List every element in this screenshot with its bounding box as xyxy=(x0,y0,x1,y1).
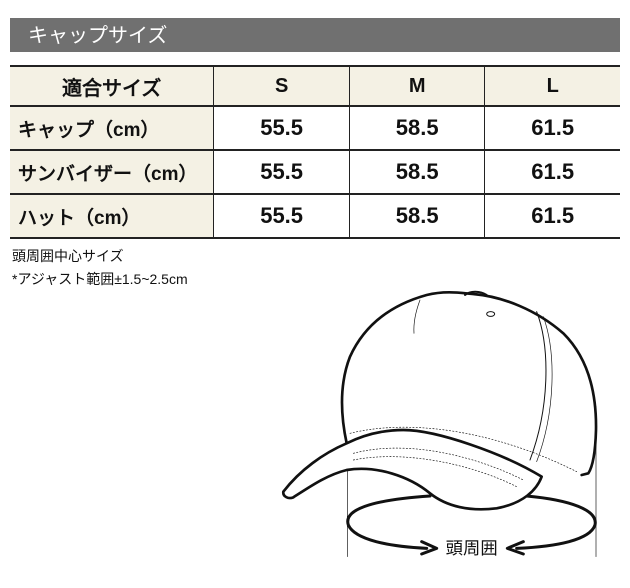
circumference-ellipse xyxy=(346,494,597,550)
row-label: ハット（cm） xyxy=(10,193,214,239)
header-m: M xyxy=(348,65,485,107)
brim-stitching xyxy=(353,447,524,481)
cap-seam-3 xyxy=(413,299,421,334)
cell-s: 55.5 xyxy=(213,193,350,239)
cap-illustration: 頭周囲 xyxy=(281,290,598,559)
note-head-circumference: 頭周囲中心サイズ xyxy=(12,248,124,264)
cell-m: 58.5 xyxy=(348,149,485,195)
table-header-row: 適合サイズ S M L xyxy=(10,65,620,107)
note-adjust-range: *アジャスト範囲±1.5~2.5cm xyxy=(12,271,188,287)
cell-l: 61.5 xyxy=(484,105,620,151)
table-row: キャップ（cm） 55.5 58.5 61.5 xyxy=(10,105,620,151)
table-row: ハット（cm） 55.5 58.5 61.5 xyxy=(10,193,620,239)
cap-seam-2 xyxy=(536,316,553,462)
table-row: サンバイザー（cm） 55.5 58.5 61.5 xyxy=(10,149,620,195)
cap-button xyxy=(464,290,488,296)
cell-s: 55.5 xyxy=(213,105,350,151)
circumference-label: 頭周囲 xyxy=(446,539,498,559)
size-table: 適合サイズ S M L キャップ（cm） 55.5 58.5 61.5 サンバイ… xyxy=(10,65,620,239)
cell-m: 58.5 xyxy=(348,105,485,151)
cap-eyelet xyxy=(486,311,496,317)
brim-stitching-2 xyxy=(353,456,517,487)
arrow-head-right xyxy=(505,540,525,556)
title-bar: キャップサイズ xyxy=(10,18,620,52)
cap-seam xyxy=(529,311,547,461)
crown-stitching xyxy=(349,426,577,472)
header-s: S xyxy=(213,65,350,107)
arrow-head-left xyxy=(420,540,439,556)
header-l: L xyxy=(484,65,620,107)
header-label: 適合サイズ xyxy=(10,65,214,107)
cell-m: 58.5 xyxy=(348,193,485,239)
row-label: サンバイザー（cm） xyxy=(10,149,214,195)
cell-l: 61.5 xyxy=(484,193,620,239)
cell-s: 55.5 xyxy=(213,149,350,195)
cell-l: 61.5 xyxy=(484,149,620,195)
row-label: キャップ（cm） xyxy=(10,105,214,151)
cap-brim xyxy=(281,428,543,511)
